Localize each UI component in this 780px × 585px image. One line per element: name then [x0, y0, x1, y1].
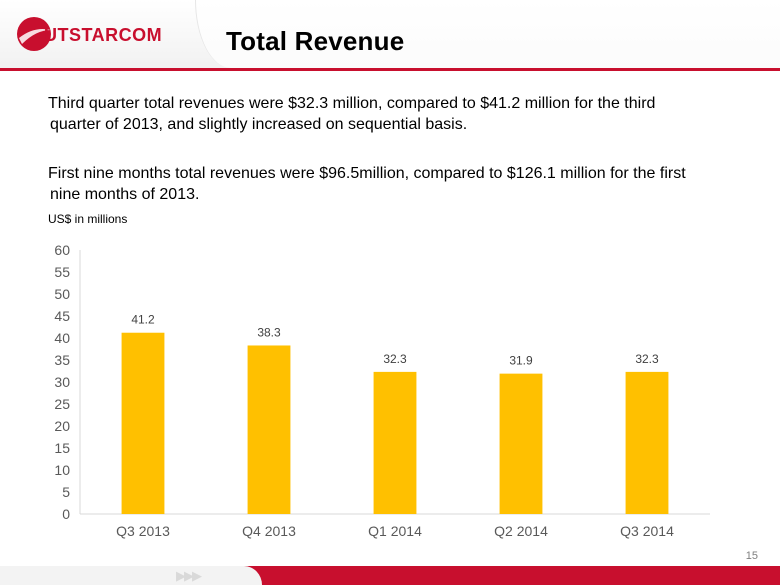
x-tick-label: Q3 2013 — [116, 523, 170, 539]
units-label: US$ in millions — [48, 212, 128, 226]
y-tick-label: 5 — [62, 484, 70, 500]
utstarcom-logo: UTSTARCOM — [17, 17, 162, 51]
bar-q1-2014 — [373, 371, 417, 514]
y-tick-label: 0 — [62, 506, 70, 522]
y-tick-label: 50 — [54, 286, 70, 302]
y-tick-label: 45 — [54, 308, 70, 324]
y-tick-label: 25 — [54, 396, 70, 412]
data-label: 32.3 — [635, 352, 659, 366]
paragraph-line: First nine months total revenues were $9… — [48, 165, 686, 182]
paragraph-q3-revenue: Third quarter total revenues were $32.3 … — [48, 93, 698, 135]
footer-left-panel — [0, 566, 262, 585]
x-tick-label: Q4 2013 — [242, 523, 296, 539]
y-tick-label: 40 — [54, 330, 70, 346]
y-tick-label: 15 — [54, 440, 70, 456]
paragraph-line: nine months of 2013. — [50, 186, 200, 203]
page-title: Total Revenue — [226, 26, 405, 56]
y-tick-label: 20 — [54, 418, 70, 434]
data-label: 31.9 — [509, 354, 533, 368]
x-tick-label: Q2 2014 — [494, 523, 548, 539]
bar-q3-2014 — [625, 371, 669, 514]
y-tick-label: 35 — [54, 352, 70, 368]
bar-q4-2013 — [247, 345, 291, 514]
y-tick-label: 60 — [54, 242, 70, 258]
logo-wordmark: UTSTARCOM — [44, 25, 162, 45]
x-tick-label: Q1 2014 — [368, 523, 422, 539]
bar-q2-2014 — [499, 373, 543, 514]
logo-swoosh-icon — [19, 29, 51, 44]
paragraph-line: Third quarter total revenues were $32.3 … — [48, 95, 656, 112]
page-number: 15 — [745, 550, 758, 562]
data-label: 41.2 — [131, 313, 155, 327]
x-tick-label: Q3 2014 — [620, 523, 674, 539]
y-tick-label: 55 — [54, 264, 70, 280]
header-rule — [0, 68, 780, 71]
y-tick-label: 10 — [54, 462, 70, 478]
revenue-bar-chart: 0 5 10 15 20 25 30 35 40 45 50 55 60 41.2 Q3 2013 38.3 Q… — [54, 242, 710, 539]
data-label: 32.3 — [383, 352, 407, 366]
bar-q3-2013 — [121, 332, 165, 514]
paragraph-nine-months: First nine months total revenues were $9… — [48, 163, 698, 205]
data-label: 38.3 — [257, 325, 281, 339]
footer-arrows-icon: ▶▶▶ — [176, 568, 202, 583]
paragraph-line: quarter of 2013, and slightly increased … — [50, 116, 468, 133]
title-tab — [195, 0, 780, 68]
y-tick-label: 30 — [54, 374, 70, 390]
